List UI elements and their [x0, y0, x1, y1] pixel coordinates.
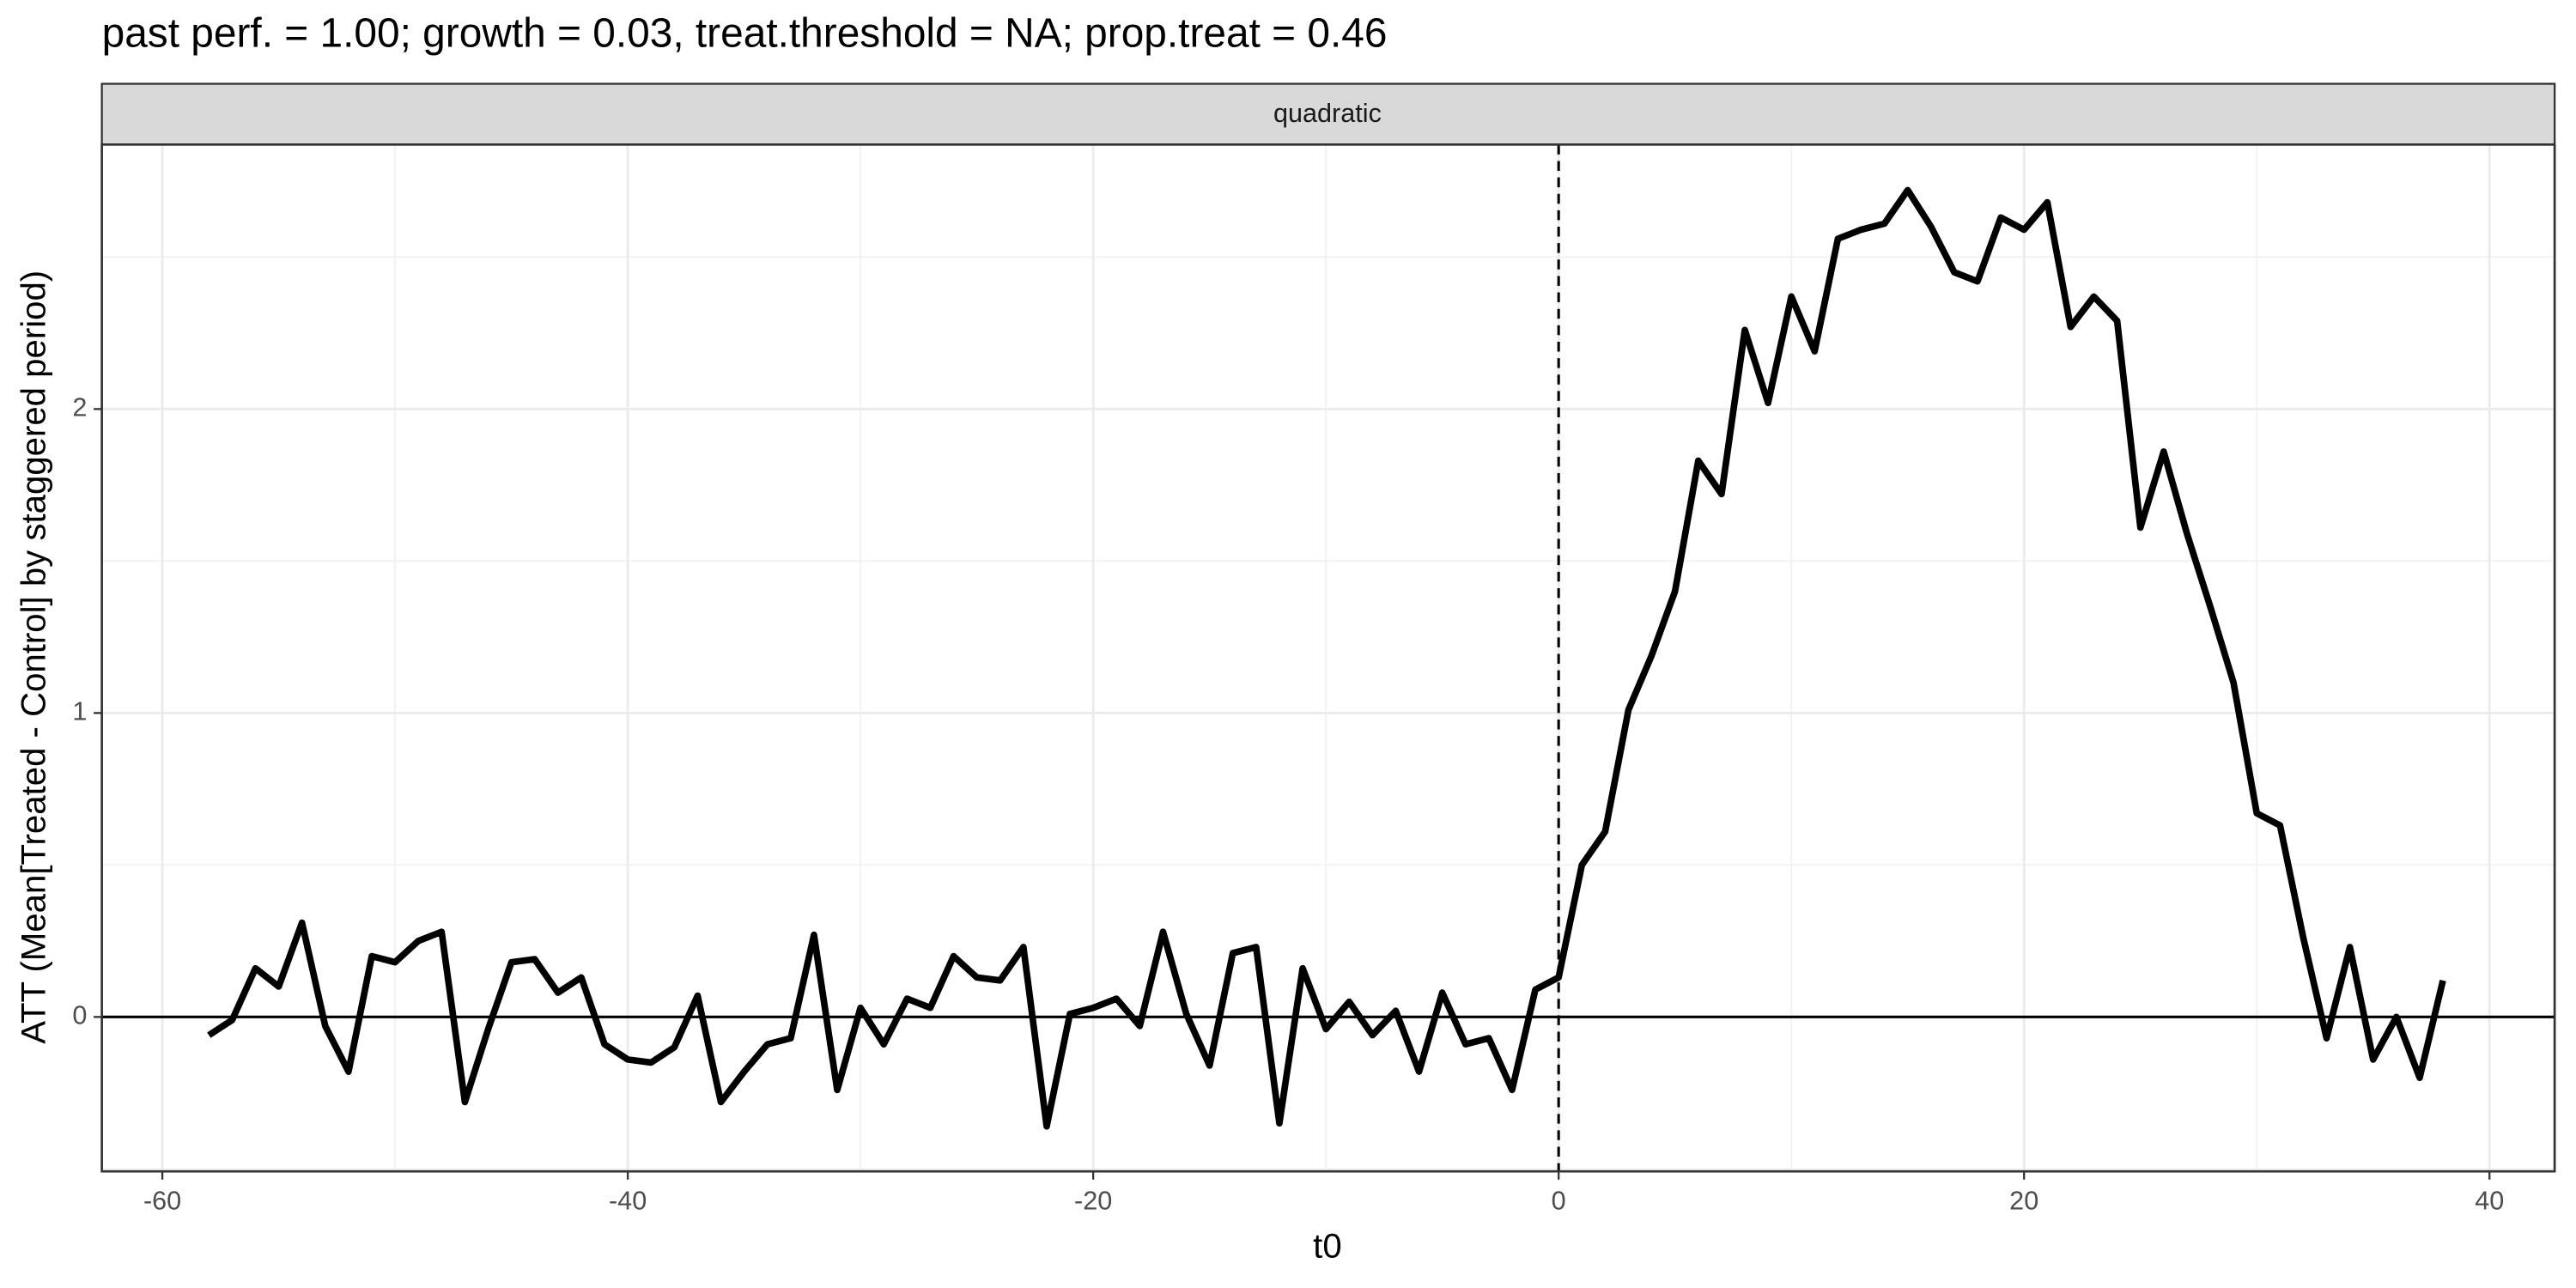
- y-axis-title: ATT (Mean[Treated - Control] by staggere…: [15, 270, 53, 1044]
- x-tick-label: -60: [143, 1187, 181, 1216]
- y-tick-label: 0: [72, 1000, 87, 1030]
- x-tick-label: -20: [1074, 1187, 1112, 1216]
- x-axis-title: t0: [1313, 1227, 1342, 1266]
- x-tick-label: 20: [2009, 1187, 2038, 1216]
- y-tick-label: 1: [72, 696, 87, 726]
- x-tick-label: 40: [2475, 1187, 2504, 1216]
- chart-title: past perf. = 1.00; growth = 0.03, treat.…: [102, 11, 1388, 57]
- x-tick-label: -40: [609, 1187, 647, 1216]
- facet-strip: [100, 82, 2556, 146]
- x-tick-label: 0: [1552, 1187, 1566, 1216]
- plot-background: [101, 144, 2555, 1172]
- facet-label: quadratic: [1273, 99, 1382, 128]
- data-line: [207, 186, 2446, 1130]
- panel-border: [100, 143, 2556, 1173]
- y-tick-label: 2: [72, 392, 87, 422]
